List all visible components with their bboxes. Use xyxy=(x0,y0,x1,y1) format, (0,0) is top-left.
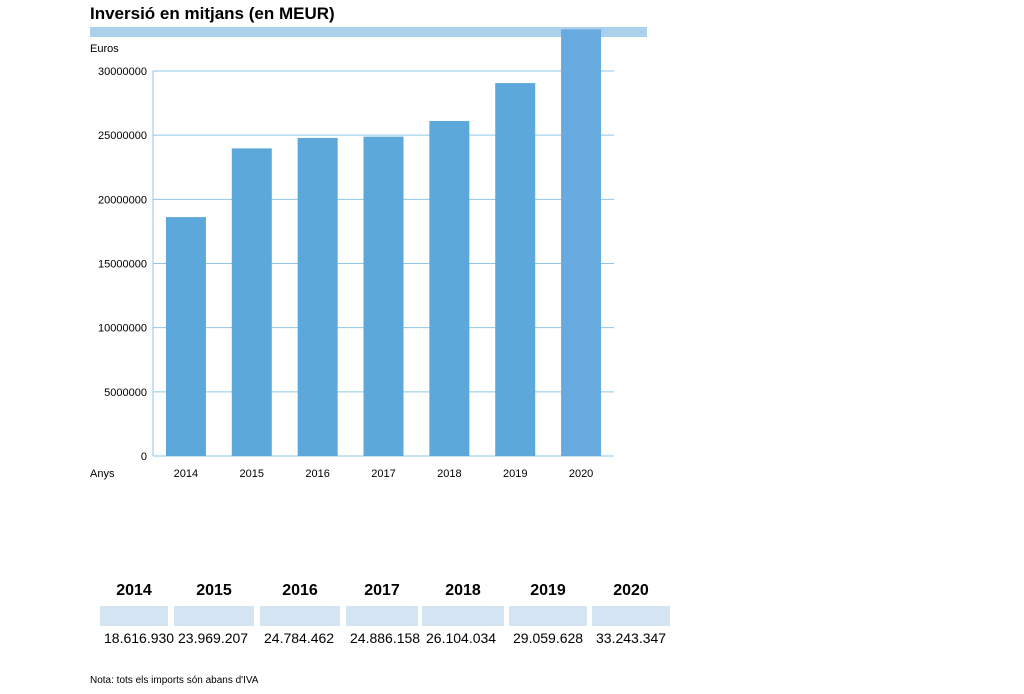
table-header-bar xyxy=(260,606,340,626)
table-value: 18.616.930 xyxy=(104,630,175,646)
table-year: 2019 xyxy=(530,582,566,599)
table-year: 2017 xyxy=(364,582,400,599)
table-value: 33.243.347 xyxy=(596,630,667,646)
chart-title: Inversió en mitjans (en MEUR) xyxy=(90,4,335,23)
bar-2016 xyxy=(297,137,338,456)
table-header-bar xyxy=(422,606,504,626)
bar-2014 xyxy=(165,217,206,456)
footnote: Nota: tots els imports són abans d'IVA xyxy=(90,675,259,686)
bar-2015 xyxy=(231,148,272,456)
y-tick-label: 0 xyxy=(141,451,147,463)
y-tick-label: 30000000 xyxy=(98,66,147,78)
table-header-bar xyxy=(100,606,168,626)
y-axis-label: Euros xyxy=(90,43,119,55)
x-tick-label: 2015 xyxy=(240,468,264,480)
bar-2020 xyxy=(561,29,602,457)
y-tick-label: 25000000 xyxy=(98,130,147,142)
y-tick-label: 15000000 xyxy=(98,259,147,271)
y-tick-label: 5000000 xyxy=(104,387,147,399)
table-header-bar xyxy=(346,606,418,626)
x-tick-label: 2014 xyxy=(174,468,198,480)
x-tick-label: 2017 xyxy=(371,468,395,480)
table-value: 26.104.034 xyxy=(426,630,497,646)
table-year: 2015 xyxy=(196,582,232,599)
table-value: 29.059.628 xyxy=(513,630,584,646)
table-year: 2018 xyxy=(445,582,481,599)
table-value: 24.784.462 xyxy=(264,630,335,646)
bar-chart: Euros 0 5000000 10000000 15000000 20000000 250… xyxy=(90,29,614,480)
y-tick-label: 10000000 xyxy=(98,323,147,335)
table-value: 24.886.158 xyxy=(350,630,421,646)
table-year: 2016 xyxy=(282,582,318,599)
table-header-bar xyxy=(592,606,670,626)
table-value: 23.969.207 xyxy=(178,630,249,646)
title-underline-bar xyxy=(90,27,647,37)
table-header-bar xyxy=(509,606,587,626)
bar-2019 xyxy=(495,83,536,456)
bar-2017 xyxy=(363,136,404,457)
table-header-bar xyxy=(174,606,254,626)
x-tick-label: 2020 xyxy=(569,468,593,480)
x-tick-label: 2016 xyxy=(305,468,329,480)
table-year: 2014 xyxy=(116,582,152,599)
x-tick-label: 2019 xyxy=(503,468,527,480)
x-tick-label: 2018 xyxy=(437,468,461,480)
y-tick-label: 20000000 xyxy=(98,194,147,206)
table-year: 2020 xyxy=(613,582,649,599)
bar-2018 xyxy=(429,120,470,456)
x-axis-label: Anys xyxy=(90,468,115,480)
